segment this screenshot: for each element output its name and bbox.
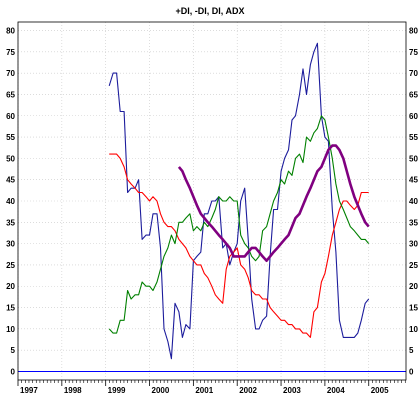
y-tick-label-left: 30 xyxy=(6,240,15,249)
x-tick-label: 2000 xyxy=(152,386,170,395)
x-tick-label: 1998 xyxy=(64,386,82,395)
x-tick-label: 1999 xyxy=(108,386,126,395)
x-tick-label: 2002 xyxy=(239,386,257,395)
y-tick-label-left: 40 xyxy=(6,197,15,206)
y-tick-label-left: 35 xyxy=(6,218,15,227)
y-tick-label-right: 55 xyxy=(409,133,418,142)
y-tick-label-right: 0 xyxy=(409,367,414,376)
x-tick-label: 2003 xyxy=(283,386,301,395)
y-tick-label-left: 75 xyxy=(6,48,15,57)
x-tick-label: 2005 xyxy=(371,386,389,395)
series-line-3 xyxy=(177,144,370,263)
x-tick-label: 1997 xyxy=(20,386,38,395)
y-tick-label-right: 40 xyxy=(409,197,418,206)
y-tick-label-right: 80 xyxy=(409,27,418,36)
plot-border xyxy=(17,21,407,381)
y-tick-label-left: 80 xyxy=(6,27,15,36)
y-tick-label-left: 55 xyxy=(6,133,15,142)
y-tick-label-right: 35 xyxy=(409,218,418,227)
y-tick-label-left: 65 xyxy=(6,90,15,99)
x-tick-label: 2004 xyxy=(327,386,345,395)
series-line-2 xyxy=(108,115,370,334)
y-tick-label-right: 75 xyxy=(409,48,418,57)
y-tick-label-right: 45 xyxy=(409,176,418,185)
series-lines xyxy=(108,42,370,360)
y-tick-label-left: 45 xyxy=(6,176,15,185)
y-tick-label-left: 10 xyxy=(6,325,15,334)
y-axis-left: 0 5 10 15 20 25 30 35 40 45 50 55 60 65 70 75 80 xyxy=(6,27,15,377)
plot-frame xyxy=(17,21,407,381)
y-tick-label-right: 50 xyxy=(409,154,418,163)
y-tick-label-right: 60 xyxy=(409,112,418,121)
y-tick-label-right: 15 xyxy=(409,304,418,313)
x-axis: 1997 1998 1999 2000 2001 2002 2003 2004 2005 xyxy=(17,380,406,395)
y-axis-right: 0 5 10 15 20 25 30 35 40 45 50 55 60 65 70 75 80 xyxy=(409,27,418,377)
series-line-0 xyxy=(108,42,370,360)
x-tick-label: 2001 xyxy=(195,386,213,395)
y-tick-label-right: 30 xyxy=(409,240,418,249)
y-tick-label-right: 25 xyxy=(409,261,418,270)
y-tick-label-left: 15 xyxy=(6,304,15,313)
series-line-1 xyxy=(109,153,369,338)
chart-title: +DI, -DI, DI, ADX xyxy=(176,6,245,16)
y-tick-label-right: 65 xyxy=(409,90,418,99)
y-tick-label-left: 70 xyxy=(6,69,15,78)
y-tick-label-left: 50 xyxy=(6,154,15,163)
y-tick-label-right: 5 xyxy=(409,346,414,355)
y-tick-label-right: 20 xyxy=(409,282,418,291)
y-tick-label-left: 60 xyxy=(6,112,15,121)
y-tick-label-right: 70 xyxy=(409,69,418,78)
y-tick-label-left: 20 xyxy=(6,282,15,291)
y-tick-label-right: 10 xyxy=(409,325,418,334)
y-tick-label-left: 5 xyxy=(11,346,16,355)
y-tick-label-left: 0 xyxy=(11,367,16,376)
y-tick-label-left: 25 xyxy=(6,261,15,270)
